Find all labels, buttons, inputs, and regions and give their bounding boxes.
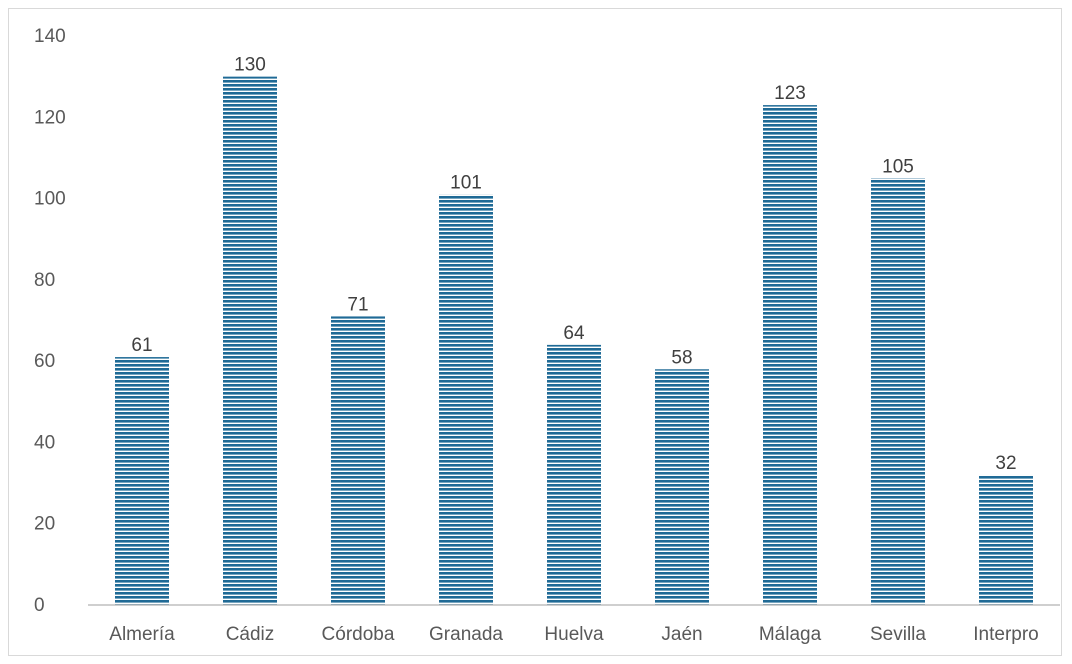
- data-label: 71: [347, 294, 368, 315]
- x-tick-label: Jaén: [661, 624, 702, 645]
- data-label: 61: [131, 335, 152, 356]
- data-label: 101: [450, 173, 482, 194]
- bar: [115, 357, 169, 605]
- x-tick-label: Cádiz: [226, 624, 275, 645]
- x-tick-label: Huelva: [544, 624, 604, 645]
- y-tick-label: 100: [34, 189, 66, 210]
- data-label: 123: [774, 83, 806, 104]
- data-label: 58: [671, 347, 692, 368]
- bar: [871, 178, 925, 605]
- y-tick-label: 120: [34, 107, 66, 128]
- x-tick-label: Granada: [429, 624, 503, 645]
- y-tick-label: 20: [34, 514, 55, 535]
- bars: [115, 76, 1033, 605]
- y-tick-label: 140: [34, 26, 66, 47]
- data-label: 64: [563, 323, 585, 344]
- data-label: 105: [882, 156, 914, 177]
- data-label: 32: [995, 453, 1016, 474]
- x-tick-label: Interpro: [973, 624, 1038, 645]
- bar: [331, 316, 385, 605]
- y-tick-label: 0: [34, 595, 45, 616]
- x-tick-label: Sevilla: [870, 624, 926, 645]
- bar: [763, 105, 817, 605]
- bar: [655, 369, 709, 605]
- bar: [547, 344, 601, 605]
- bar: [979, 474, 1033, 605]
- x-tick-label: Almería: [109, 624, 175, 645]
- data-labels: 61 130 71 101 64 58 123 105 32: [131, 55, 1016, 474]
- bar: [223, 76, 277, 605]
- y-axis: 0 20 40 60 80 100 120 140: [34, 26, 66, 616]
- x-tick-label: Córdoba: [322, 624, 395, 645]
- y-tick-label: 80: [34, 270, 55, 291]
- y-tick-label: 40: [34, 432, 55, 453]
- y-tick-label: 60: [34, 351, 55, 372]
- x-tick-label: Málaga: [759, 624, 822, 645]
- x-axis: Almería Cádiz Córdoba Granada Huelva Jaén Mála…: [109, 624, 1038, 645]
- bar: [439, 194, 493, 605]
- data-label: 130: [234, 55, 266, 76]
